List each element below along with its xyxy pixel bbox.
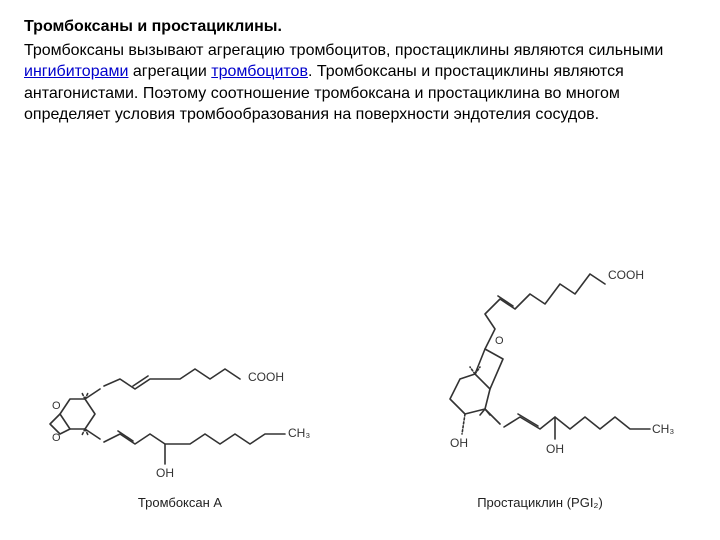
label-cooh-right: COOH	[608, 268, 644, 282]
thromboxane-structure: O O COOH OH CH₃	[30, 329, 330, 489]
body-part2: агрегации	[128, 63, 211, 80]
page-title: Тромбоксаны и простациклины.	[24, 16, 696, 38]
figure-thromboxane: O O COOH OH CH₃ Тромбоксан A	[30, 329, 330, 510]
label-oh1-right: OH	[450, 436, 468, 450]
figure-row: O O COOH OH CH₃ Тромбоксан A	[0, 229, 720, 510]
label-oh-left: OH	[156, 466, 174, 480]
label-o1: O	[52, 400, 61, 412]
label-oh2-right: OH	[546, 442, 564, 456]
label-o2: O	[52, 432, 61, 444]
body-paragraph: Тромбоксаны вызывают агрегацию тромбоцит…	[24, 40, 696, 126]
figure-prostacyclin: O COOH OH OH CH₃ Простациклин (PGI₂)	[390, 229, 690, 510]
link-thrombocytes[interactable]: тромбоцитов	[211, 63, 308, 80]
label-ch3-right: CH₃	[652, 422, 674, 436]
label-o-right: O	[495, 335, 504, 347]
body-part1: Тромбоксаны вызывают агрегацию тромбоцит…	[24, 42, 663, 59]
caption-thromboxane: Тромбоксан A	[30, 495, 330, 510]
prostacyclin-structure: O COOH OH OH CH₃	[390, 229, 690, 489]
label-ch3-left: CH₃	[288, 426, 310, 440]
caption-prostacyclin: Простациклин (PGI₂)	[390, 495, 690, 510]
label-cooh-left: COOH	[248, 370, 284, 384]
link-inhibitors[interactable]: ингибиторами	[24, 63, 128, 80]
